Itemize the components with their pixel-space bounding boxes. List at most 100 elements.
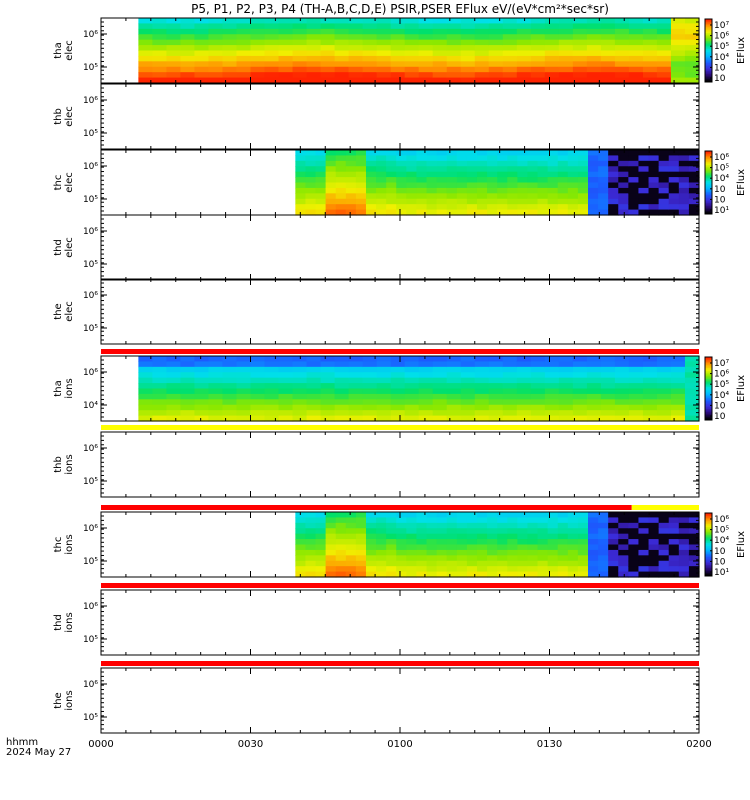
spectrogram-cell bbox=[166, 361, 181, 367]
spectrogram-cell bbox=[615, 56, 630, 62]
spectrogram-cell bbox=[467, 545, 478, 551]
spectrogram-cell bbox=[346, 566, 357, 572]
spectrogram-cell bbox=[587, 40, 602, 46]
spectrogram-cell bbox=[363, 389, 378, 395]
spectrogram-cell bbox=[419, 405, 434, 411]
panel-thd-ions: 10⁶10⁵thd ions bbox=[53, 583, 699, 655]
spectrogram-cell bbox=[437, 166, 448, 172]
spectrogram-cell bbox=[194, 410, 209, 416]
spectrogram-cell bbox=[346, 204, 357, 210]
spectrogram-cell bbox=[638, 172, 649, 178]
spectrogram-cell bbox=[568, 161, 579, 167]
spectrogram-cell bbox=[598, 166, 609, 172]
spectrogram-cell bbox=[679, 177, 690, 183]
spectrogram-cell bbox=[376, 150, 387, 156]
spectrogram-cell bbox=[391, 51, 406, 57]
spectrogram-cell bbox=[293, 378, 308, 384]
spectrogram-cell bbox=[669, 199, 680, 205]
spectrogram-cell bbox=[573, 72, 588, 78]
spectrogram-cell bbox=[659, 517, 670, 523]
spectrogram-cell bbox=[559, 72, 574, 78]
spectrogram-cell bbox=[618, 166, 629, 172]
spectrogram-cell bbox=[208, 34, 223, 40]
spectrogram-cell bbox=[366, 517, 377, 523]
spectrogram-cell bbox=[416, 545, 427, 551]
spectrogram-cell bbox=[419, 29, 434, 35]
spectrogram-cell bbox=[447, 561, 458, 567]
spectrogram-cell bbox=[608, 177, 619, 183]
spectrogram-cell bbox=[335, 356, 350, 362]
spectrogram-cell bbox=[507, 177, 518, 183]
spectrogram-cell bbox=[295, 177, 306, 183]
spectrogram-cell bbox=[307, 399, 322, 405]
spectrogram-cell bbox=[437, 177, 448, 183]
spectrogram-cell bbox=[208, 45, 223, 51]
spectrogram-cell bbox=[279, 372, 294, 378]
spectrogram-cell bbox=[489, 72, 504, 78]
spectrogram-cell bbox=[377, 389, 392, 395]
spectrogram-cell bbox=[475, 34, 490, 40]
spectrogram-cell bbox=[433, 389, 448, 395]
spectrogram-cell bbox=[437, 512, 448, 518]
spectrogram-cell bbox=[659, 539, 670, 545]
spectrogram-cell bbox=[427, 539, 438, 545]
spectrogram-cell bbox=[305, 155, 316, 161]
spectrogram-cell bbox=[608, 555, 619, 561]
spectrogram-cell bbox=[507, 517, 518, 523]
spectrogram-cell bbox=[376, 199, 387, 205]
colorbar-label: EFlux bbox=[736, 37, 747, 64]
panel-frame bbox=[101, 279, 699, 344]
spectrogram-cell bbox=[615, 372, 630, 378]
spectrogram-cell bbox=[659, 545, 670, 551]
spectrogram-cell bbox=[377, 367, 392, 373]
spectrogram-cell bbox=[503, 367, 518, 373]
spectrogram-cell bbox=[517, 67, 532, 73]
spectrogram-cell bbox=[279, 410, 294, 416]
spectrogram-cell bbox=[671, 18, 686, 24]
spectrogram-cell bbox=[208, 367, 223, 373]
spectrogram-cell bbox=[531, 34, 546, 40]
spectrogram-cell bbox=[194, 72, 209, 78]
spectrogram-cell bbox=[487, 523, 498, 529]
spectrogram-cell bbox=[437, 150, 448, 156]
spectrogram-cell bbox=[416, 161, 427, 167]
spectrogram-cell bbox=[251, 372, 266, 378]
spectrogram-cell bbox=[406, 555, 417, 561]
spectrogram-cell bbox=[251, 361, 266, 367]
spectrogram-cell bbox=[545, 405, 560, 411]
spectrogram-cell bbox=[461, 405, 476, 411]
spectrogram-cell bbox=[366, 523, 377, 529]
spectrogram-cell bbox=[643, 61, 658, 67]
spectrogram-cell bbox=[503, 405, 518, 411]
panel-thc-ions: 10⁶10⁵thc ions10⁶10⁵10⁴10⁳10⁲10¹EFlux bbox=[53, 505, 747, 578]
spectrogram-cell bbox=[615, 383, 630, 389]
colorbar-tick-label: 10⁳ bbox=[714, 401, 726, 411]
spectrogram-cell bbox=[396, 172, 407, 178]
spectrogram-cell bbox=[349, 23, 364, 29]
spectrogram-cell bbox=[659, 161, 670, 167]
spectrogram-cell bbox=[433, 72, 448, 78]
spectrogram-cell bbox=[236, 356, 251, 362]
spectrogram-cell bbox=[559, 410, 574, 416]
spectrogram-cell bbox=[608, 534, 619, 540]
spectrogram-cell bbox=[587, 61, 602, 67]
spectrogram-cell bbox=[406, 183, 417, 189]
spectrogram-cell bbox=[346, 155, 357, 161]
spectrogram-cell bbox=[386, 199, 397, 205]
spectrogram-cell bbox=[166, 51, 181, 57]
spectrogram-cell bbox=[138, 372, 153, 378]
spectrogram-cell bbox=[538, 539, 549, 545]
spectrogram-cell bbox=[251, 405, 266, 411]
spectrogram-cell bbox=[335, 383, 350, 389]
spectrogram-cell bbox=[659, 199, 670, 205]
spectrogram-cell bbox=[366, 177, 377, 183]
spectrogram-cell bbox=[671, 361, 686, 367]
spectrogram-cell bbox=[487, 204, 498, 210]
spectrogram-cell bbox=[527, 199, 538, 205]
spectrogram-cell bbox=[461, 18, 476, 24]
spectrogram-cell bbox=[475, 29, 490, 35]
spectrogram-cell bbox=[427, 177, 438, 183]
spectrogram-cell bbox=[587, 51, 602, 57]
spectrogram-cell bbox=[326, 512, 337, 518]
